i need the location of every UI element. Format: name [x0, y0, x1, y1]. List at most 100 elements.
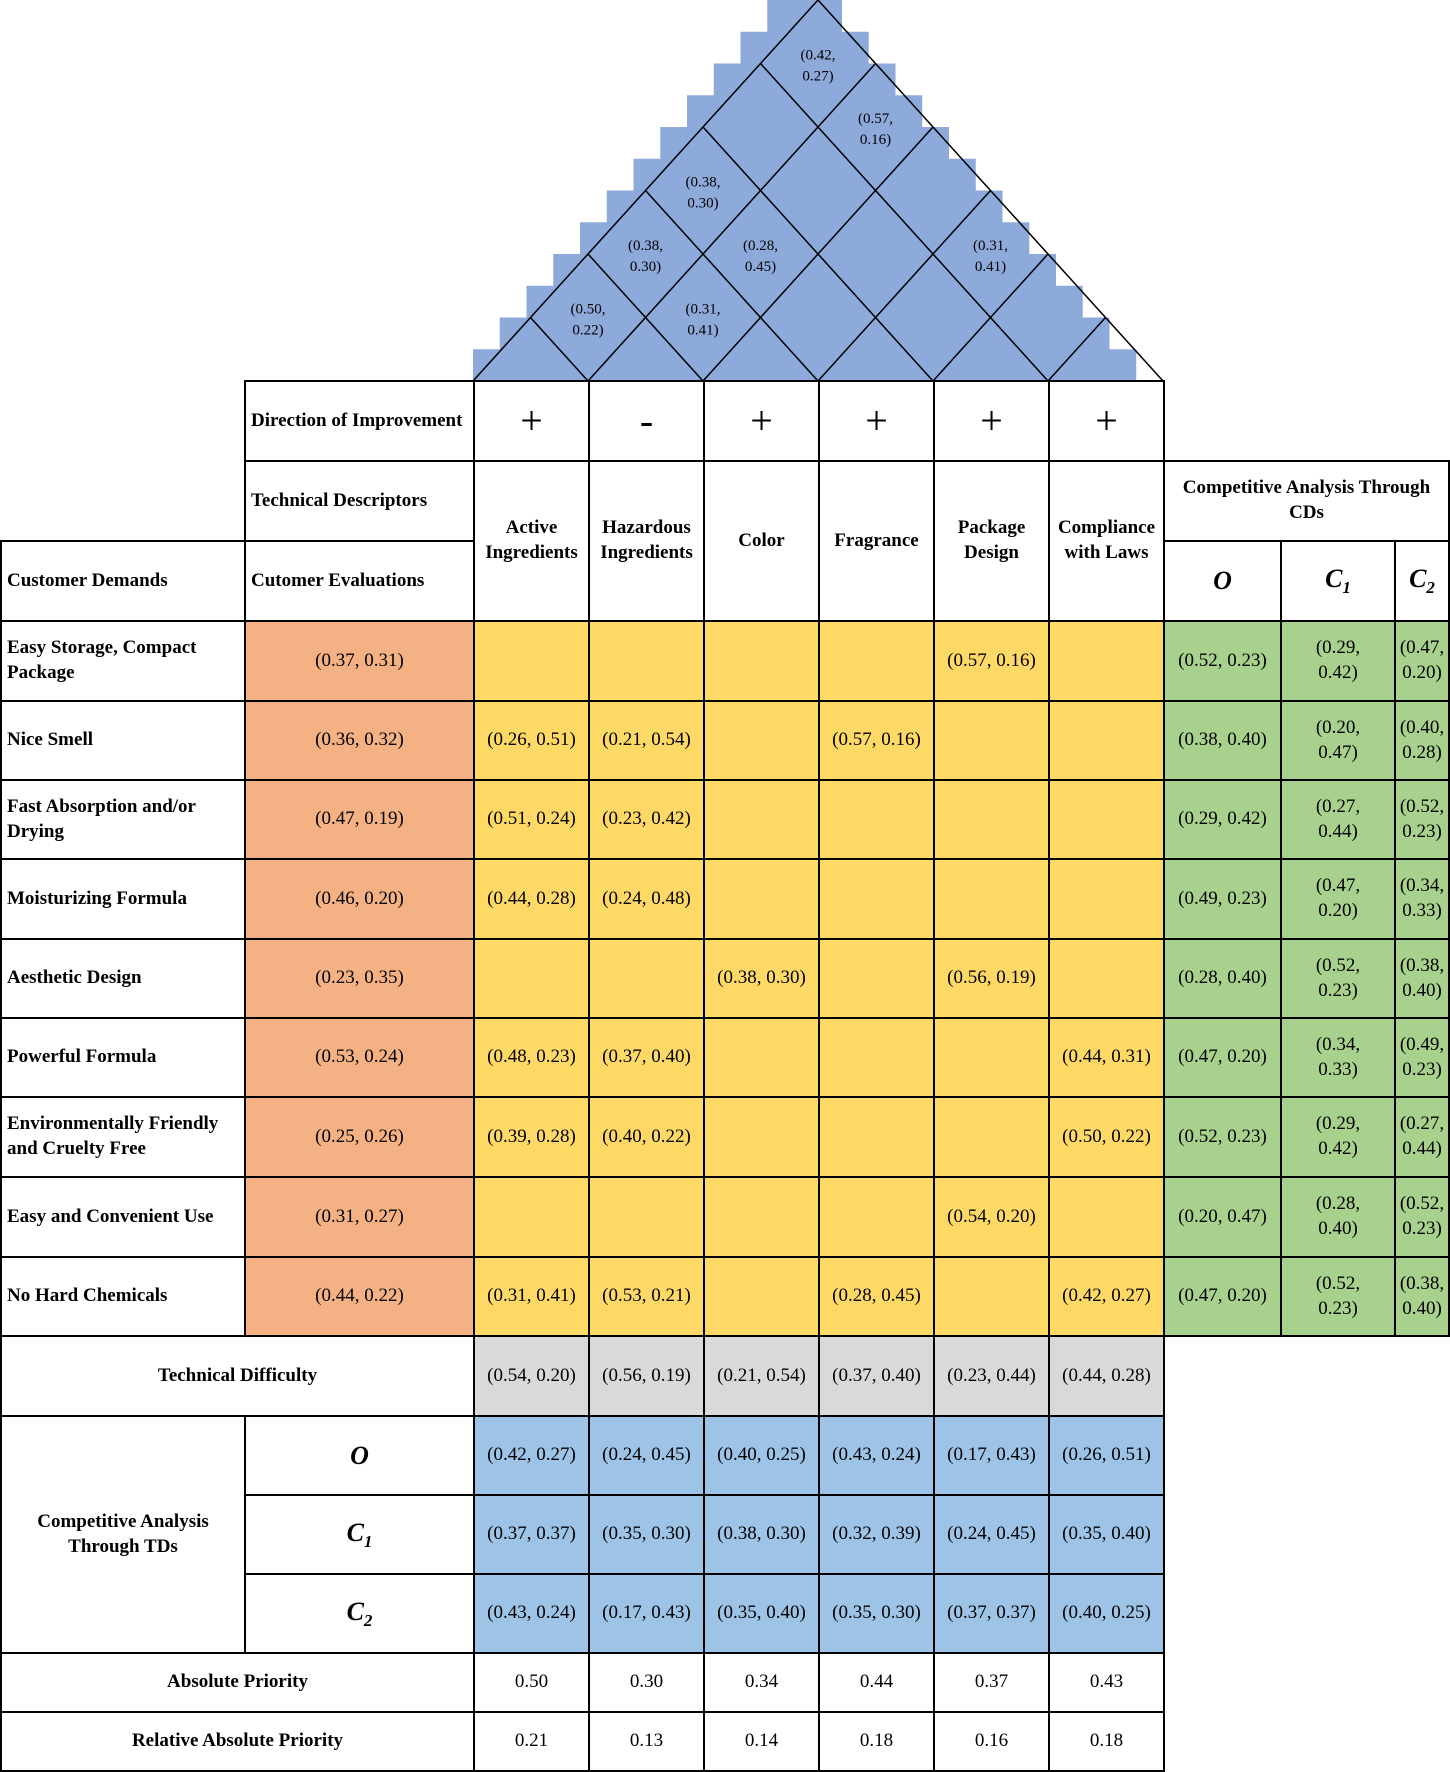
- relationship-cell: [1048, 779, 1165, 860]
- roof-correlation-value: (0.50, 0.22): [571, 302, 606, 339]
- competitive-cd-cell: (0.27, 0.44): [1280, 779, 1396, 860]
- competitive-td-cell: (0.24, 0.45): [588, 1415, 705, 1496]
- customer-demand: Aesthetic Design: [0, 938, 246, 1019]
- competitive-td-cell: (0.24, 0.45): [933, 1494, 1050, 1575]
- relationship-cell: [818, 1096, 935, 1178]
- absolute-priority-cell: 0.43: [1048, 1652, 1165, 1713]
- relationship-cell: [473, 938, 590, 1019]
- customer-evaluation: (0.31, 0.27): [244, 1176, 475, 1258]
- relative-priority-cell: 0.13: [588, 1711, 705, 1772]
- relationship-cell: [703, 1096, 820, 1178]
- relationship-cell: (0.31, 0.41): [473, 1256, 590, 1337]
- direction-sign: +: [933, 380, 1050, 462]
- absolute-priority-cell: 0.34: [703, 1652, 820, 1713]
- direction-sign: +: [818, 380, 935, 462]
- relationship-cell: [473, 1176, 590, 1258]
- relationship-cell: (0.26, 0.51): [473, 700, 590, 781]
- roof-background: [473, 0, 1163, 381]
- customer-demand: Nice Smell: [0, 700, 246, 781]
- relationship-cell: [933, 1256, 1050, 1337]
- relationship-cell: [1048, 938, 1165, 1019]
- competitive-td-cell: (0.17, 0.43): [933, 1415, 1050, 1496]
- relationship-cell: [818, 938, 935, 1019]
- direction-sign: -: [588, 380, 705, 462]
- relationship-cell: [1048, 858, 1165, 940]
- competitor-header: C2: [1394, 540, 1450, 622]
- roof-gridline: [702, 126, 934, 382]
- relationship-cell: [933, 700, 1050, 781]
- technical-difficulty-cell: (0.23, 0.44): [933, 1335, 1050, 1417]
- customer-demand: Environmentally Friendly and Cruelty Fre…: [0, 1096, 246, 1178]
- customer-demands-label: Customer Demands: [0, 540, 246, 622]
- relationship-cell: [703, 858, 820, 940]
- absolute-priority-cell: 0.50: [473, 1652, 590, 1713]
- relationship-cell: [703, 700, 820, 781]
- competitive-td-cell: (0.38, 0.30): [703, 1494, 820, 1575]
- technical-descriptors-label: Technical Descriptors: [244, 460, 475, 542]
- roof-gridline: [817, 189, 992, 382]
- relationship-cell: [818, 779, 935, 860]
- relationship-cell: [1048, 1176, 1165, 1258]
- relationship-cell: [703, 1017, 820, 1098]
- customer-demand: Moisturizing Formula: [0, 858, 246, 940]
- competitive-cd-cell: (0.47, 0.20): [1394, 620, 1450, 702]
- technical-difficulty-label: Technical Difficulty: [0, 1335, 475, 1417]
- relationship-cell: [588, 620, 705, 702]
- roof-correlation-value: (0.31, 0.41): [686, 302, 721, 339]
- relationship-cell: (0.53, 0.21): [588, 1256, 705, 1337]
- relationship-cell: (0.44, 0.31): [1048, 1017, 1165, 1098]
- customer-evaluation: (0.23, 0.35): [244, 938, 475, 1019]
- relationship-cell: [933, 779, 1050, 860]
- competitive-cd-cell: (0.27, 0.44): [1394, 1096, 1450, 1178]
- competitive-cd-cell: (0.28, 0.40): [1280, 1176, 1396, 1258]
- technical-descriptor-header: Compliance with Laws: [1048, 460, 1165, 622]
- competitive-cd-cell: (0.34, 0.33): [1394, 858, 1450, 940]
- customer-demand: Easy Storage, Compact Package: [0, 620, 246, 702]
- relationship-cell: [818, 620, 935, 702]
- relationship-cell: (0.28, 0.45): [818, 1256, 935, 1337]
- customer-evaluations-label: Cutomer Evaluations: [244, 540, 475, 622]
- relationship-cell: (0.50, 0.22): [1048, 1096, 1165, 1178]
- roof-correlation-value: (0.38, 0.30): [628, 238, 663, 275]
- direction-sign: +: [703, 380, 820, 462]
- relationship-cell: [933, 1017, 1050, 1098]
- competitive-td-cell: (0.26, 0.51): [1048, 1415, 1165, 1496]
- relationship-cell: [818, 1017, 935, 1098]
- relationship-cell: (0.54, 0.20): [933, 1176, 1050, 1258]
- roof-correlation-value: (0.31, 0.41): [973, 238, 1008, 275]
- relative-priority-label: Relative Absolute Priority: [0, 1711, 475, 1772]
- competitive-td-cell: (0.35, 0.40): [703, 1573, 820, 1654]
- competitive-cd-cell: (0.28, 0.40): [1163, 938, 1282, 1019]
- technical-descriptor-header: Package Design: [933, 460, 1050, 622]
- technical-difficulty-cell: (0.56, 0.19): [588, 1335, 705, 1417]
- roof-gridline: [529, 316, 589, 382]
- competitive-cd-cell: (0.40, 0.28): [1394, 700, 1450, 781]
- roof-gridline: [759, 62, 1049, 382]
- competitive-td-cell: (0.40, 0.25): [703, 1415, 820, 1496]
- roof-correlation-value: (0.57, 0.16): [858, 111, 893, 148]
- competitive-td-cell: (0.43, 0.24): [473, 1573, 590, 1654]
- competitive-td-cell: (0.37, 0.37): [473, 1494, 590, 1575]
- competitive-cd-cell: (0.34, 0.33): [1280, 1017, 1396, 1098]
- customer-demand: No Hard Chemicals: [0, 1256, 246, 1337]
- relationship-cell: (0.37, 0.40): [588, 1017, 705, 1098]
- customer-evaluation: (0.47, 0.19): [244, 779, 475, 860]
- technical-descriptor-header: Color: [703, 460, 820, 622]
- relationship-cell: [703, 620, 820, 702]
- relationship-cell: (0.23, 0.42): [588, 779, 705, 860]
- competitive-cd-cell: (0.29, 0.42): [1280, 1096, 1396, 1178]
- competitive-cd-cell: (0.38, 0.40): [1394, 1256, 1450, 1337]
- technical-difficulty-cell: (0.21, 0.54): [703, 1335, 820, 1417]
- relative-priority-cell: 0.14: [703, 1711, 820, 1772]
- competitor-label: C1: [244, 1494, 475, 1575]
- competitive-td-cell: (0.40, 0.25): [1048, 1573, 1165, 1654]
- technical-difficulty-cell: (0.44, 0.28): [1048, 1335, 1165, 1417]
- customer-demand: Powerful Formula: [0, 1017, 246, 1098]
- competitive-td-cell: (0.43, 0.24): [818, 1415, 935, 1496]
- technical-difficulty-cell: (0.37, 0.40): [818, 1335, 935, 1417]
- competitive-cd-cell: (0.52, 0.23): [1394, 1176, 1450, 1258]
- relative-priority-cell: 0.16: [933, 1711, 1050, 1772]
- roof-correlation-value: (0.42, 0.27): [801, 48, 836, 85]
- competitive-cd-cell: (0.47, 0.20): [1280, 858, 1396, 940]
- relationship-cell: (0.38, 0.30): [703, 938, 820, 1019]
